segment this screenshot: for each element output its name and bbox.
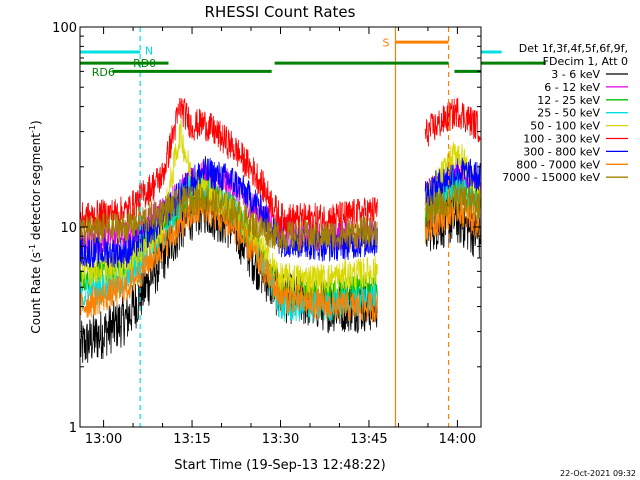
legend-label-4: 50 - 100 keV <box>530 120 600 133</box>
y-tick-label-0: 1 <box>69 421 77 436</box>
annotation-layer: N S RD0 RD6 <box>80 27 546 427</box>
legend-label-6: 300 - 800 keV <box>523 145 600 158</box>
x-tick-label-1: 13:15 <box>173 432 210 447</box>
legend-label-2: 12 - 25 keV <box>537 94 600 107</box>
legend-label-1: 6 - 12 keV <box>544 81 600 94</box>
y-tick-label-2: 100 <box>52 21 77 36</box>
footer-timestamp: 22-Oct-2021 09:32 <box>560 469 636 478</box>
legend-header-line-0: Det 1f,3f,4f,5f,6f,9f, <box>519 42 628 55</box>
x-tick-label-2: 13:30 <box>262 432 299 447</box>
legend-label-8: 7000 - 15000 keV <box>502 171 600 184</box>
series-line-8 <box>80 182 481 253</box>
y-tick-label-1: 10 <box>60 221 77 236</box>
flag-label-3: RD6 <box>92 66 115 79</box>
flag-label-1: S <box>383 36 390 49</box>
axis-layer: 13:00 13:15 13:30 13:45 14:00 1 10 100 <box>52 21 481 447</box>
series-layer <box>80 97 481 363</box>
flag-label-2: RD0 <box>133 57 156 70</box>
legend-header-line-1: FDecim 1, Att 0 <box>543 55 628 68</box>
x-tick-label-4: 14:00 <box>439 432 476 447</box>
legend-label-0: 3 - 6 keV <box>551 68 600 81</box>
legend-label-3: 25 - 50 keV <box>537 107 600 120</box>
chart-title: RHESSI Count Rates <box>205 3 356 21</box>
legend-label-5: 100 - 300 keV <box>523 133 600 146</box>
x-tick-label-0: 13:00 <box>85 432 122 447</box>
series-line-7 <box>80 192 481 323</box>
legend: Det 1f,3f,4f,5f,6f,9f,FDecim 1, Att 03 -… <box>502 42 628 184</box>
flag-label-0: N <box>145 44 153 57</box>
x-tick-label-3: 13:45 <box>350 432 387 447</box>
series-line-6 <box>80 156 481 268</box>
x-axis-label: Start Time (19-Sep-13 12:48:22) <box>174 458 385 473</box>
y-axis-label: Count Rate (s-1 detector segment-1) <box>28 120 43 333</box>
legend-label-7: 800 - 7000 keV <box>516 158 600 171</box>
